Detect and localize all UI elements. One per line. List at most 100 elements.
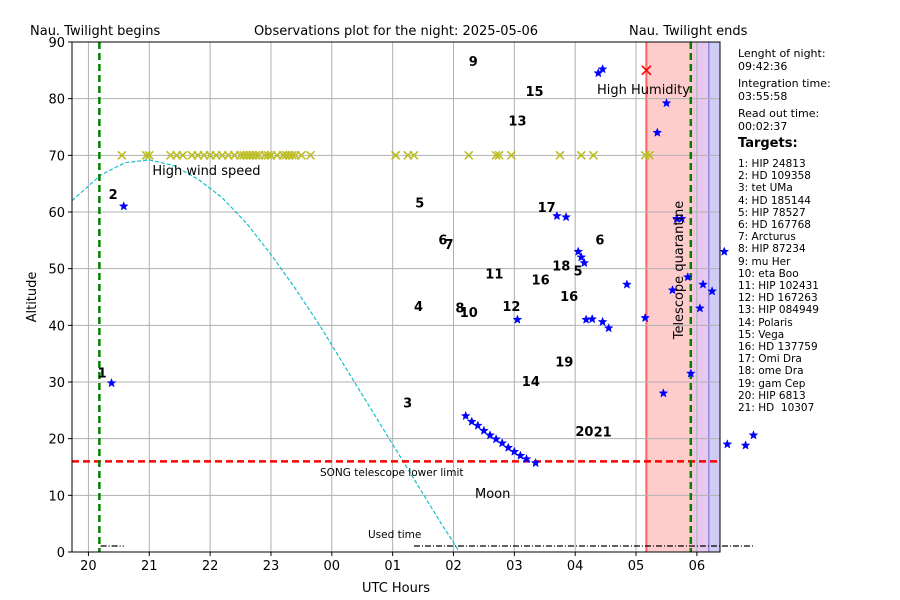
observation-point xyxy=(515,450,526,460)
readout-time-value: 00:02:37 xyxy=(738,120,788,133)
wind-marker xyxy=(117,150,127,160)
wind-marker xyxy=(178,150,188,160)
target-list-item: 1: HIP 24813 xyxy=(738,158,806,170)
wind-marker-stroke xyxy=(464,150,474,160)
wind-marker-stroke xyxy=(506,150,516,160)
observation-point xyxy=(685,368,696,378)
wind-marker-stroke xyxy=(409,150,419,160)
target-list-item: 20: HIP 6813 xyxy=(738,389,806,402)
x-tick-label: 21 xyxy=(141,559,158,574)
observation-point xyxy=(719,246,730,256)
target-number-label: 15 xyxy=(525,85,543,100)
observation-point xyxy=(748,430,759,440)
lower-limit-annotation: SONG telescope lower limit xyxy=(320,467,463,479)
observation-point xyxy=(573,246,584,256)
night-length-value: 09:42:36 xyxy=(738,60,788,73)
observation-point xyxy=(552,210,562,221)
target-list-item: 3: tet UMa xyxy=(738,182,793,195)
target-list-item: 12: HD 167263 xyxy=(738,292,818,305)
integration-time-block: Integration time: 03:55:58 xyxy=(738,77,831,103)
wind-marker xyxy=(409,150,419,160)
wind-marker xyxy=(588,150,599,160)
humidity-marker xyxy=(641,65,652,76)
readout-time-block: Read out time: 00:02:37 xyxy=(738,107,819,133)
wind-marker-stroke xyxy=(141,150,151,160)
target-list-item: 19: gam Cep xyxy=(738,377,806,390)
target-list-item: 4: HD 185144 xyxy=(738,194,811,207)
target-list-item: 5: HIP 78527 xyxy=(738,206,806,219)
wind-marker-stroke xyxy=(144,150,154,160)
target-number-label: 9 xyxy=(469,55,478,70)
twilight-begin-label: Nau. Twilight begins xyxy=(30,24,161,39)
target-list-item: 14: Polaris xyxy=(738,316,793,329)
target-number-label: 20 xyxy=(575,425,593,440)
night-length-label: Lenght of night: xyxy=(738,47,826,60)
target-list-item: 6: HD 167768 xyxy=(738,219,811,232)
observation-point xyxy=(503,442,514,452)
observation-point xyxy=(621,279,632,289)
wind-marker-stroke xyxy=(117,150,127,160)
target-list-item: 2: HD 109358 xyxy=(738,170,811,183)
observation-point xyxy=(512,314,523,324)
target-number-label: 5 xyxy=(573,264,582,279)
observation-point xyxy=(581,314,592,324)
observation-point xyxy=(698,279,708,289)
target-list-item: 7: Arcturus xyxy=(738,231,796,244)
target-number-label: 7 xyxy=(444,238,453,253)
target-number-label: 2 xyxy=(109,188,118,203)
observation-point xyxy=(694,303,705,313)
target-list-item: 13: HIP 084949 xyxy=(738,304,819,317)
target-number-label: 1 xyxy=(98,366,107,381)
target-number-label: 17 xyxy=(538,201,556,216)
observation-point xyxy=(530,457,541,468)
wind-marker xyxy=(305,150,316,160)
wind-speed-annotation: High wind speed xyxy=(152,164,260,179)
target-number-label: 3 xyxy=(403,397,412,412)
y-tick-label: 80 xyxy=(48,93,65,108)
x-tick-label: 06 xyxy=(689,559,706,574)
wind-marker-stroke xyxy=(555,150,565,160)
target-number-label: 16 xyxy=(532,274,550,289)
target-number-label: 18 xyxy=(552,259,570,274)
wind-marker xyxy=(144,150,154,160)
target-number-label: 16 xyxy=(560,290,578,305)
observation-point xyxy=(652,127,663,137)
x-axis-label: UTC Hours xyxy=(362,581,430,596)
x-tick-label: 00 xyxy=(324,559,341,574)
observation-point xyxy=(597,63,608,74)
wind-marker xyxy=(576,150,586,160)
wind-marker-stroke xyxy=(251,150,261,160)
target-number-label: 21 xyxy=(594,425,612,440)
wind-marker xyxy=(287,150,297,160)
observation-point xyxy=(597,316,608,327)
observation-point xyxy=(485,430,495,440)
chart-title: Observations plot for the night: 2025-05… xyxy=(254,24,538,39)
observation-point xyxy=(106,377,117,388)
observation-point xyxy=(722,439,733,449)
humidity-marker-stroke xyxy=(641,65,652,76)
y-axis-label: Altitude xyxy=(25,272,40,323)
target-list: 1: HIP 24813 2: HD 109358 3: tet UMa 4: HD … xyxy=(738,158,819,414)
x-tick-label: 22 xyxy=(202,559,219,574)
wind-marker-stroke xyxy=(296,150,306,160)
target-number-label: 8 xyxy=(455,301,464,316)
wind-marker xyxy=(263,150,273,160)
quarantine-annotation: Telescope quarantine xyxy=(672,201,687,341)
observation-point xyxy=(667,285,678,295)
target-list-item: 18: ome Dra xyxy=(738,365,804,378)
wind-marker-stroke xyxy=(305,150,316,160)
twilight-end-label: Nau. Twilight ends xyxy=(629,24,748,39)
x-tick-label: 03 xyxy=(506,559,523,574)
wind-marker xyxy=(251,150,261,160)
observation-point xyxy=(603,323,614,333)
observation-point xyxy=(682,272,693,282)
wind-marker xyxy=(506,150,516,160)
observation-point xyxy=(118,201,129,211)
targets-heading: Targets: xyxy=(738,136,798,151)
observation-point xyxy=(466,416,477,426)
observation-point xyxy=(661,98,672,108)
moon-annotation: Moon xyxy=(475,487,510,502)
x-tick-label: 05 xyxy=(628,559,645,574)
wind-marker xyxy=(296,150,306,160)
target-number-label: 10 xyxy=(460,306,478,321)
